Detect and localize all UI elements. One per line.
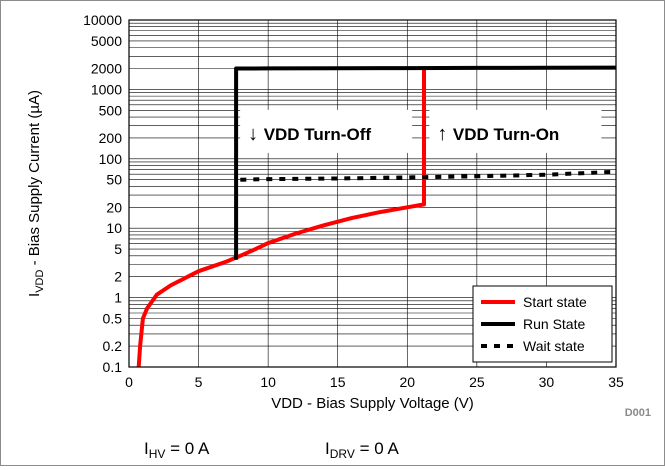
y-tick-label: 5 [114,241,122,257]
condition-idrv-subscript: DRV [330,447,355,461]
y-tick-label: 1 [114,290,122,306]
y-tick-label: 500 [99,102,123,118]
series-line-start-state [136,68,426,368]
annotation-layer: ↓ VDD Turn-Off ↑ VDD Turn-On [240,109,602,153]
annotation-text: VDD Turn-Off [264,125,372,144]
y-axis-title-rest: - Bias Supply Current (µA) [26,90,43,270]
y-tick-label: 50 [106,172,122,188]
series-line-wait-state [240,169,617,182]
series-line-run-state [234,65,617,260]
y-tick-label: 2000 [91,61,122,77]
y-tick-label: 2 [114,269,122,285]
y-axis-title: IVDD - Bias Supply Current (µA) [26,90,46,297]
condition-idrv: IDRV = 0 A [325,439,399,461]
y-tick-label: 0.2 [103,338,123,354]
y-tick-label: 10000 [83,12,122,28]
grid [129,20,616,367]
y-axis-title-subscript: VDD [34,270,46,293]
y-tick-label: 5000 [91,33,122,49]
condition-ihv-subscript: HV [149,447,166,461]
y-tick-label: 20 [106,199,122,215]
x-tick-label: 10 [260,374,276,390]
legend-label: Run State [523,316,585,332]
annotation-background [240,109,413,153]
legend-label: Wait state [523,338,585,354]
arrow-down-icon: ↓ [248,123,264,145]
legend-label: Start state [523,294,587,310]
y-tick-label: 200 [99,130,123,146]
annotation-label: ↑ VDD Turn-On [437,123,559,145]
y-tick-label: 0.5 [103,310,123,326]
x-tick-label: 5 [195,374,203,390]
legend: Start state Run State Wait state [472,285,613,363]
y-tick-label: 100 [99,151,123,167]
condition-ihv-value: = 0 A [165,439,210,458]
x-tick-label: 0 [125,374,133,390]
y-tick-label: 0.1 [103,359,123,375]
x-tick-label: 35 [608,374,624,390]
x-tick-label: 30 [539,374,555,390]
y-tick-label: 10 [106,220,122,236]
x-tick-label: 15 [330,374,346,390]
condition-idrv-symbol: I [325,439,330,458]
annotation-background [429,109,602,153]
y-tick-label: 1000 [91,81,122,97]
arrow-up-icon: ↑ [437,123,453,145]
tick-labels: 0.10.20.51251020501002005001000200050001… [83,12,624,390]
condition-ihv-symbol: I [144,439,149,458]
x-tick-label: 20 [399,374,415,390]
series-layer [136,65,617,368]
x-tick-label: 25 [469,374,485,390]
y-axis-title-symbol: I [26,293,43,297]
annotation-text: VDD Turn-On [453,125,559,144]
annotation-label: ↓ VDD Turn-Off [248,123,371,145]
figure-id: D001 [625,407,651,419]
condition-idrv-value: = 0 A [355,439,400,458]
x-axis-title: VDD - Bias Supply Voltage (V) [271,395,474,412]
plot-area-border [128,19,617,368]
condition-ihv: IHV = 0 A [144,439,210,461]
